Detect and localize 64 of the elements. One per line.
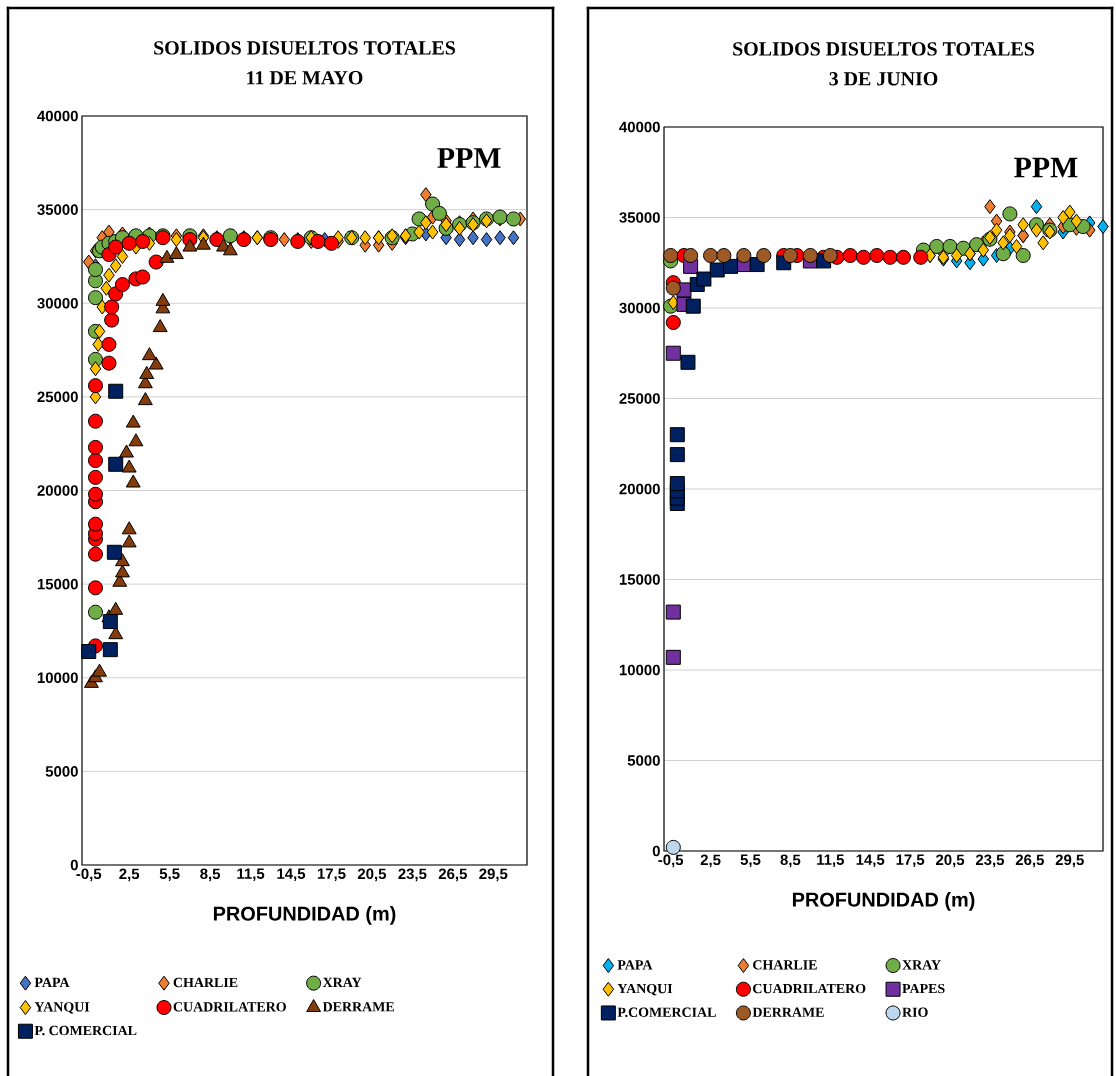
chart-title: SOLIDOS DISUELTOS TOTALES bbox=[154, 41, 455, 55]
legend-label: YANQUI bbox=[617, 983, 673, 996]
legend-label: CUADRILATERO bbox=[173, 1002, 286, 1012]
legend-label: PAPA bbox=[617, 960, 653, 970]
legend-label: P.COMERCIAL bbox=[617, 1007, 716, 1018]
y-tick-label: 40000 bbox=[37, 110, 78, 122]
y-tick-label: 15000 bbox=[619, 574, 660, 585]
y-tick-label: 0 bbox=[70, 859, 78, 871]
x-tick-label: 29,5 bbox=[479, 868, 508, 882]
legend-label: YANQUI bbox=[34, 1002, 90, 1014]
x-tick-label: 2,5 bbox=[119, 868, 140, 882]
x-tick-label: 11,5 bbox=[817, 854, 845, 868]
legend-label: XRAY bbox=[322, 977, 362, 988]
legend-label: CHARLIE bbox=[173, 977, 238, 988]
x-tick-label: 29,5 bbox=[1055, 854, 1084, 868]
legend-label: DERRAME bbox=[322, 1002, 394, 1012]
x-tick-label: 14,5 bbox=[856, 854, 885, 868]
x-tick-label: 8,5 bbox=[780, 854, 801, 868]
chart-subtitle: 11 DE MAYO bbox=[247, 71, 363, 85]
x-axis-title: PROFUNDIDAD (m) bbox=[213, 906, 396, 925]
y-tick-label: 35000 bbox=[619, 212, 660, 223]
x-tick-label: 23,5 bbox=[975, 854, 1005, 868]
legend-label: RIO bbox=[902, 1007, 928, 1017]
legend-label: PAPES bbox=[902, 983, 945, 994]
y-tick-label: 10000 bbox=[37, 672, 78, 684]
y-tick-label: 5000 bbox=[45, 766, 78, 777]
y-tick-label: 30000 bbox=[619, 302, 660, 314]
x-tick-label: 20,5 bbox=[357, 868, 387, 882]
chart-title: SOLIDOS DISUELTOS TOTALES bbox=[733, 42, 1035, 56]
legend-label: XRAY bbox=[902, 960, 941, 970]
y-tick-label: 0 bbox=[652, 845, 660, 857]
annotation: PPM bbox=[437, 148, 501, 168]
x-tick-label: 5,5 bbox=[740, 854, 761, 868]
x-tick-label: 2,5 bbox=[700, 854, 721, 868]
x-tick-label: 26,5 bbox=[1015, 854, 1044, 868]
legend-label: CUADRILATERO bbox=[753, 983, 866, 994]
legend-label: PAPA bbox=[34, 977, 70, 988]
y-tick-label: 15000 bbox=[37, 578, 78, 590]
x-tick-label: -0,5 bbox=[658, 854, 684, 868]
x-tick-label: 5,5 bbox=[159, 868, 180, 882]
y-tick-label: 25000 bbox=[37, 391, 78, 403]
legend-label: DERRAME bbox=[752, 1007, 824, 1017]
y-tick-label: 20000 bbox=[619, 483, 660, 495]
x-tick-label: -0,5 bbox=[76, 868, 102, 882]
x-tick-label: 14,5 bbox=[277, 868, 306, 882]
y-tick-label: 25000 bbox=[619, 393, 660, 404]
y-tick-label: 30000 bbox=[37, 297, 78, 309]
y-tick-label: 10000 bbox=[619, 664, 660, 676]
legend-label: P. COMERCIAL bbox=[34, 1025, 137, 1036]
x-tick-label: 23,5 bbox=[398, 868, 427, 882]
x-tick-label: 17,5 bbox=[896, 854, 925, 868]
x-tick-label: 11,5 bbox=[237, 868, 265, 882]
x-tick-label: 26,5 bbox=[438, 868, 467, 882]
x-tick-label: 20,5 bbox=[936, 854, 965, 868]
y-tick-label: 35000 bbox=[37, 204, 78, 215]
chart-subtitle: 3 DE JUNIO bbox=[829, 72, 938, 86]
y-tick-label: 20000 bbox=[37, 485, 78, 496]
annotation: PPM bbox=[1014, 157, 1078, 178]
y-tick-label: 40000 bbox=[619, 121, 660, 133]
legend-label: CHARLIE bbox=[753, 960, 817, 970]
x-tick-label: 17,5 bbox=[317, 868, 346, 882]
x-axis-title: PROFUNDIDAD (m) bbox=[792, 892, 975, 911]
y-tick-label: 5000 bbox=[627, 755, 660, 766]
x-tick-label: 8,5 bbox=[200, 868, 221, 882]
